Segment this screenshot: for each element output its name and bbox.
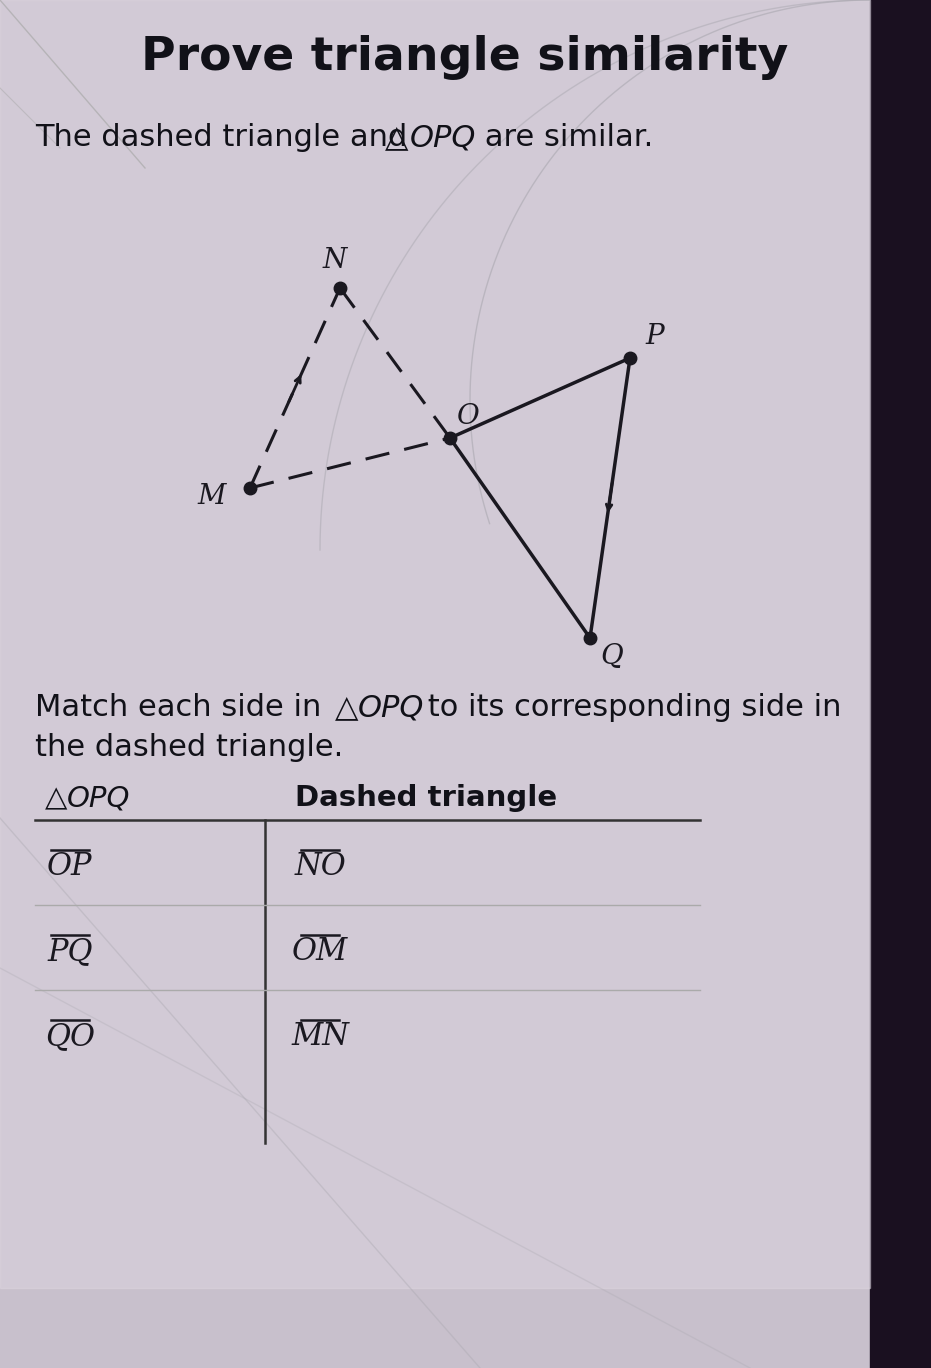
Text: OPQ: OPQ xyxy=(67,784,130,813)
Text: NO: NO xyxy=(294,851,346,882)
Text: are similar.: are similar. xyxy=(475,123,654,152)
Text: OP: OP xyxy=(47,851,93,882)
Text: to its corresponding side in: to its corresponding side in xyxy=(418,694,842,722)
Text: The dashed triangle and: The dashed triangle and xyxy=(35,123,417,152)
Text: O: O xyxy=(456,402,479,430)
Text: OPQ: OPQ xyxy=(358,694,425,722)
Text: the dashed triangle.: the dashed triangle. xyxy=(35,733,344,762)
Text: PQ: PQ xyxy=(47,936,93,967)
Text: Dashed triangle: Dashed triangle xyxy=(295,784,557,813)
Bar xyxy=(870,0,931,1368)
Text: MN: MN xyxy=(291,1022,349,1052)
Text: Q: Q xyxy=(600,643,624,669)
Text: OPQ: OPQ xyxy=(410,123,477,152)
Text: M: M xyxy=(197,483,226,509)
Text: △: △ xyxy=(45,784,67,813)
Text: △: △ xyxy=(385,123,409,152)
Text: △: △ xyxy=(335,694,358,722)
Text: QO: QO xyxy=(45,1022,95,1052)
Text: Match each side in: Match each side in xyxy=(35,694,331,722)
Text: N: N xyxy=(323,246,347,274)
Text: Prove triangle similarity: Prove triangle similarity xyxy=(142,36,789,81)
Text: OM: OM xyxy=(292,936,348,967)
Text: P: P xyxy=(646,323,665,349)
